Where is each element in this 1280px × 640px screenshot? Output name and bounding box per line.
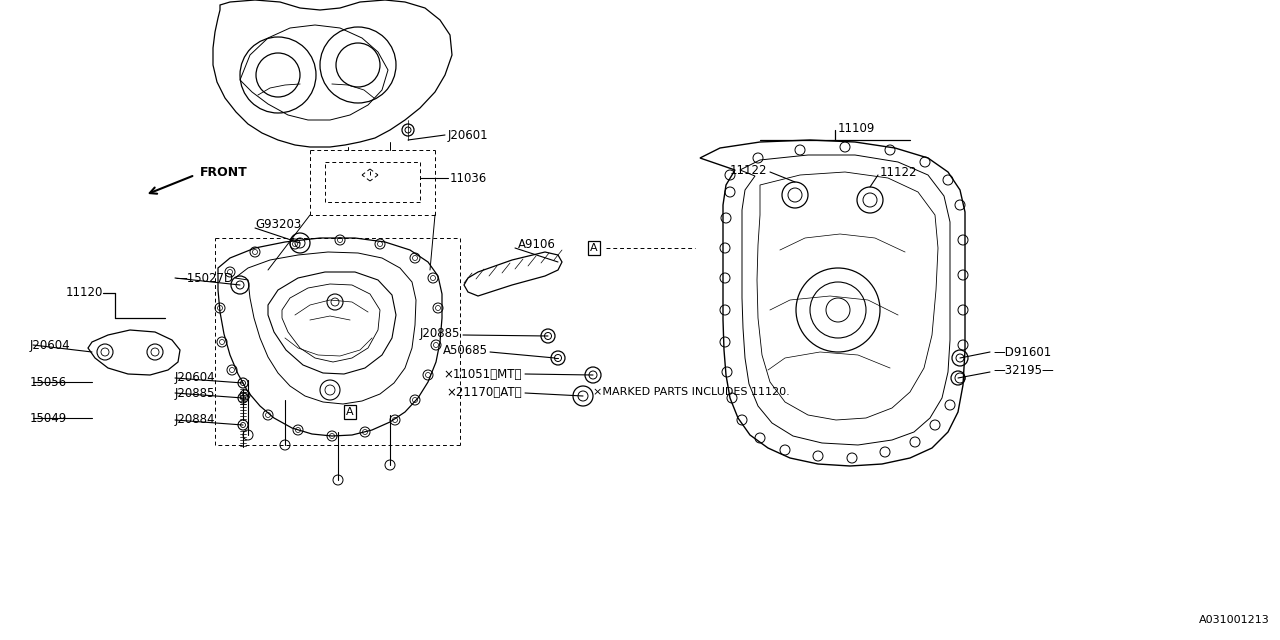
Text: J20604: J20604 (175, 371, 215, 385)
Text: A50685: A50685 (443, 344, 488, 356)
Text: J20601: J20601 (448, 129, 489, 141)
Text: —D91601: —D91601 (993, 346, 1051, 358)
Text: —15027D: —15027D (175, 271, 233, 285)
Text: 11120: 11120 (65, 287, 102, 300)
Text: J20885: J20885 (175, 387, 215, 399)
Text: ×11051〈MT〉: ×11051〈MT〉 (443, 367, 522, 381)
Text: 11109: 11109 (838, 122, 876, 134)
Text: ×21170〈AT〉: ×21170〈AT〉 (447, 385, 522, 399)
Text: A: A (346, 407, 353, 417)
Text: A: A (590, 243, 598, 253)
Text: 11122: 11122 (730, 163, 767, 177)
Text: 15056: 15056 (29, 376, 67, 388)
Text: 15049: 15049 (29, 412, 68, 424)
Text: J20604: J20604 (29, 339, 70, 351)
Text: A9106: A9106 (518, 239, 556, 252)
Text: J20884: J20884 (175, 413, 215, 426)
Text: FRONT: FRONT (200, 166, 248, 179)
Text: J20885: J20885 (420, 326, 460, 339)
Text: A031001213: A031001213 (1199, 615, 1270, 625)
Text: ×MARKED PARTS INCLUDES 11120.: ×MARKED PARTS INCLUDES 11120. (593, 387, 790, 397)
Text: 11122: 11122 (881, 166, 918, 179)
Text: 11036: 11036 (451, 172, 488, 184)
Text: —32195—: —32195— (993, 364, 1053, 376)
Text: G93203: G93203 (255, 218, 301, 232)
